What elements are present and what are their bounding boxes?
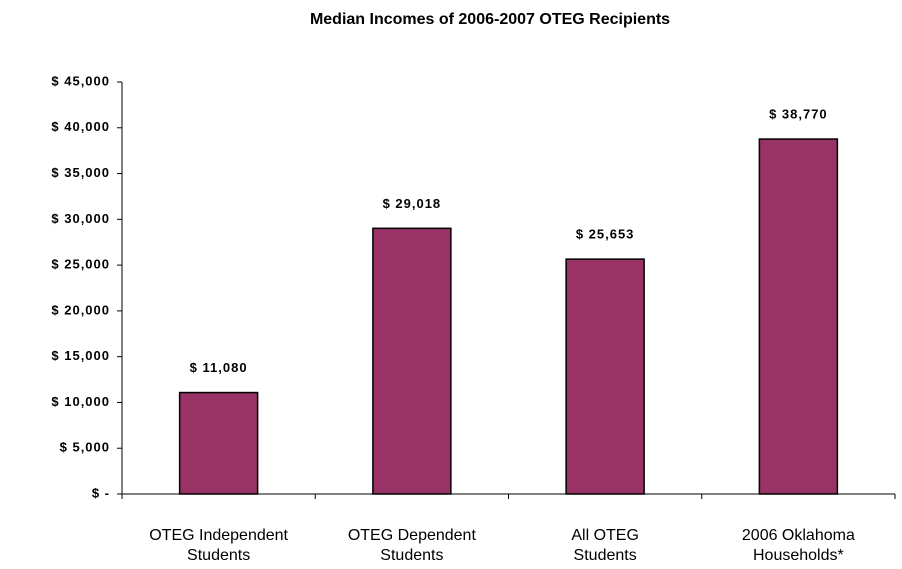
- x-tick-label: All OTEG Students: [571, 527, 639, 564]
- x-tick-label: 2006 Oklahoma Households*: [742, 527, 855, 564]
- x-tick-label: OTEG Independent Students: [149, 527, 288, 564]
- value-label: $ 29,018: [383, 196, 442, 211]
- value-label: $ 38,770: [769, 106, 828, 121]
- y-tick-label: $ 5,000: [60, 440, 110, 455]
- y-tick-label: $ 30,000: [51, 211, 110, 226]
- bar: [372, 227, 452, 495]
- y-tick-label: $ 10,000: [51, 394, 110, 409]
- y-tick-label: $ 40,000: [51, 119, 110, 134]
- value-label: $ 11,080: [190, 360, 248, 375]
- y-tick-label: $ -: [92, 485, 110, 500]
- chart-title: Median Incomes of 2006-2007 OTEG Recipie…: [310, 11, 670, 28]
- bar: [758, 138, 839, 495]
- x-tick-label: OTEG Dependent Students: [348, 527, 477, 564]
- value-label: $ 25,653: [576, 227, 635, 242]
- y-tick-label: $ 25,000: [51, 257, 110, 272]
- bar: [178, 391, 259, 495]
- y-tick-label: $ 15,000: [51, 348, 110, 363]
- y-tick-label: $ 45,000: [51, 73, 110, 88]
- bar: [565, 258, 645, 495]
- y-tick-label: $ 35,000: [51, 165, 110, 180]
- y-tick-label: $ 20,000: [51, 302, 110, 317]
